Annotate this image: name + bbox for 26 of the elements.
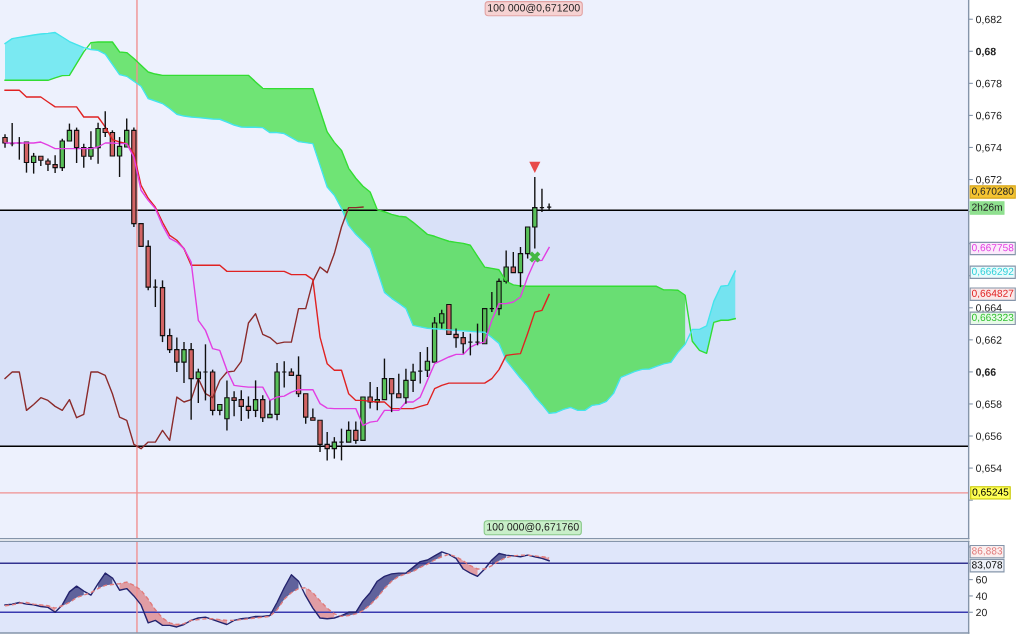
y-tick-label: 0,68: [976, 47, 996, 57]
y-tick-label: 20: [976, 608, 987, 617]
y-tick-label: 0,662: [976, 336, 1002, 346]
y-tick-label: 0,678: [976, 79, 1002, 89]
annotation: 100 000@0,671760: [487, 522, 579, 532]
y-tick-label: 0,656: [976, 432, 1002, 442]
text: 86,883: [972, 547, 1003, 556]
y-tick-label: 0,664: [976, 304, 1002, 313]
text: 0,663323: [971, 313, 1014, 323]
y-tick-label: 0,682: [976, 15, 1002, 25]
y-tick-label: 0,676: [976, 111, 1002, 121]
y-tick-label: 0,674: [976, 143, 1002, 153]
text: 2h26m: [972, 203, 1002, 211]
text: 83,078: [972, 561, 1003, 570]
y-tick-label: 0,658: [976, 400, 1002, 410]
text: 0,670280: [971, 187, 1014, 196]
annotation: 100 000@0,671200: [488, 3, 580, 13]
y-tick-label: 0,654: [976, 464, 1002, 474]
y-tick-label: 60: [976, 576, 987, 584]
y-tick-label: 40: [975, 592, 987, 600]
ref-line-label: 0,65245: [972, 488, 1009, 497]
y-tick-label: 0,66: [976, 368, 996, 378]
text: 0,664827: [971, 289, 1014, 299]
text: 0,667758: [971, 244, 1014, 253]
y-tick-label: 0,672: [976, 175, 1002, 185]
text: 0,666292: [971, 267, 1014, 277]
